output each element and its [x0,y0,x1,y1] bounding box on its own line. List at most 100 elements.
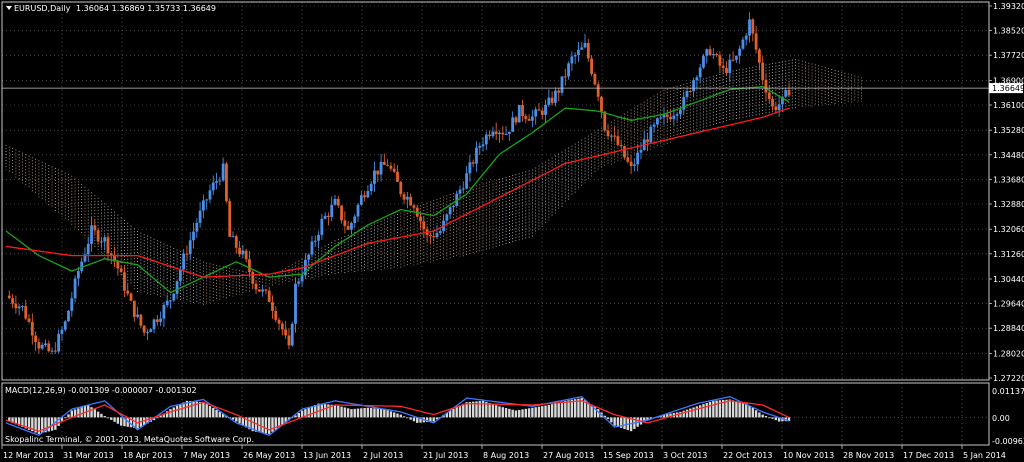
candle-body [126,290,130,294]
copyright-footer: Skopalinc Terminal, © 2001-2013, MetaQuo… [5,435,254,444]
candle-body [511,117,515,132]
macd-bar [478,401,481,418]
macd-bar [488,403,491,418]
macd-bar [80,407,83,418]
price-tick-label: 1.32880 [993,200,1024,209]
candle-body [751,19,755,34]
candle-body [287,335,291,346]
price-tick-label: 1.28840 [993,324,1024,333]
candle-body [106,237,110,254]
macd-bar [106,417,110,419]
candle-body [639,150,643,153]
macd-bar [343,407,347,418]
candle-body [547,97,551,105]
macd-bar [340,406,343,418]
time-tick-label: 22 Oct 2013 [723,451,772,460]
macd-bar [189,401,192,418]
macd-bar [393,412,396,418]
price-tick-label: 1.38520 [993,27,1024,36]
macd-bar [50,417,54,431]
macd-bar [596,409,600,418]
macd-bar [550,404,554,418]
time-tick-label: 8 Aug 2013 [483,451,529,460]
macd-bar [616,417,620,427]
candle-body [7,295,11,299]
candle-body [373,170,376,184]
candle-body [399,181,403,195]
macd-bar [70,410,73,418]
macd-bar [557,402,560,418]
candle-body [715,54,719,56]
candle-body [254,283,258,290]
candle-body [221,163,225,181]
macd-bar [185,400,189,418]
macd-bar [251,417,254,432]
candle-body [57,333,61,352]
macd-bar [406,417,409,419]
candle-body [76,271,80,279]
macd-bar [192,401,195,418]
candle-body [146,331,149,333]
candle-body [323,215,327,219]
macd-bar [514,410,518,418]
macd-bar [314,404,317,418]
candle-body [419,216,422,222]
macd-bar [202,402,205,418]
candle-body [356,204,360,217]
macd-bar [235,417,238,422]
symbol-dropdown-icon[interactable] [6,6,12,10]
time-tick-label: 7 May 2013 [183,451,230,460]
macd-bar [304,409,307,418]
candle-body [244,250,248,260]
macd-bar [662,414,666,418]
macd-bar [498,406,501,418]
macd-bar [221,413,225,418]
candle-body [405,196,409,200]
macd-bar [429,417,432,422]
candle-body [590,58,594,74]
macd-bar [560,401,564,418]
macd-bar [244,417,248,428]
candle-body [86,243,90,255]
candle-body [478,146,482,148]
price-panel-frame [1,1,990,381]
macd-bar [412,417,416,422]
macd-bar [284,417,287,423]
candle-body [603,111,607,131]
candle-body [251,272,255,284]
macd-bar [399,414,402,418]
candle-body [445,214,449,221]
candle-body [277,319,281,324]
candle-body [586,43,590,59]
macd-bar [327,404,330,418]
candle-body [198,210,202,223]
macd-bar [156,417,159,419]
candle-body [142,325,146,333]
macd-bar [462,403,465,418]
price-tick-label: 1.29640 [993,300,1024,309]
candle-body [438,231,442,234]
ichimoku-cloud [5,58,862,305]
macd-bar [718,400,722,418]
candle-body [563,76,567,78]
macd-bar [761,414,764,418]
candle-body [580,47,584,50]
ohlc-label: 1.36064 1.36869 1.35733 1.36649 [76,4,216,13]
macd-bar [583,400,587,418]
candle-body [596,84,600,97]
macd-bar [494,405,498,418]
macd-bar [27,417,31,430]
candle-body [728,59,732,74]
candle-body [452,206,455,208]
candle-body [577,49,580,56]
macd-bar [432,417,435,422]
candle-body [310,241,314,255]
candle-body [435,233,439,238]
price-axis: 1.39320 1.38520 1.37720 1.36900 1.36100 1.352… [989,2,1024,383]
candle-body [685,90,689,97]
macd-bar [369,408,373,418]
price-tick-label: 1.34480 [993,151,1024,160]
candle-body [297,281,301,284]
